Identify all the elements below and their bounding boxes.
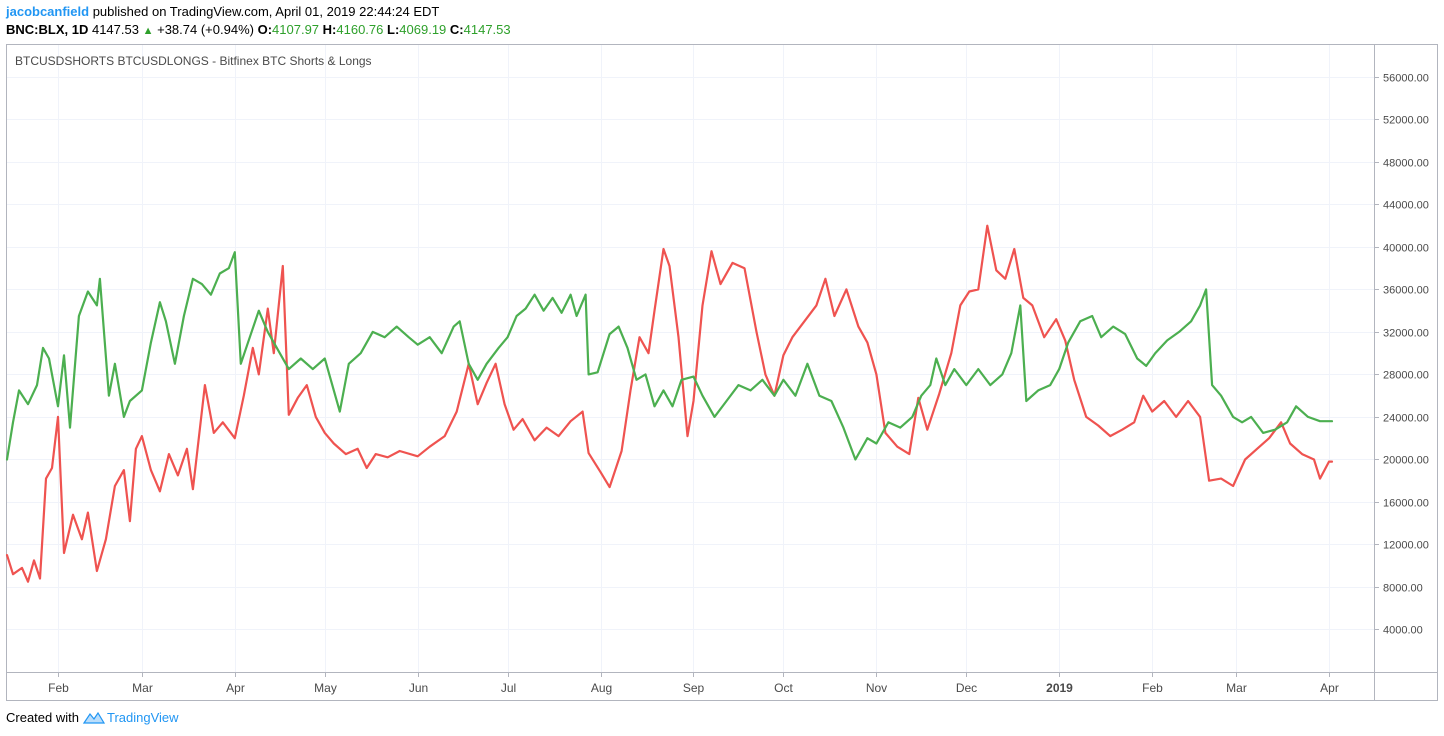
x-tick-label: Oct bbox=[774, 681, 793, 695]
y-tick-label: 24000.00 bbox=[1383, 413, 1429, 425]
y-tick-label: 52000.00 bbox=[1383, 115, 1429, 127]
high-label: H: bbox=[322, 22, 337, 37]
y-tick-label: 12000.00 bbox=[1383, 540, 1429, 552]
x-tick-label: Mar bbox=[132, 681, 153, 695]
y-tick-label: 44000.00 bbox=[1383, 200, 1429, 212]
chart-title: BTCUSDSHORTS BTCUSDLONGS - Bitfinex BTC … bbox=[15, 54, 372, 68]
open-label: O: bbox=[257, 22, 273, 37]
open-value: 4107.97 bbox=[272, 22, 320, 37]
time-axis[interactable]: Feb Mar Apr May Jun Jul Aug Sep Oct Nov Dec 2019 Feb… bbox=[48, 672, 1339, 695]
x-tick-label: Feb bbox=[1142, 681, 1163, 695]
x-tick-label: May bbox=[314, 681, 337, 695]
publish-info: jacobcanfield published on TradingView.c… bbox=[6, 4, 439, 20]
grid bbox=[7, 45, 1374, 672]
y-tick-label: 40000.00 bbox=[1383, 243, 1429, 255]
y-tick-label: 48000.00 bbox=[1383, 158, 1429, 170]
y-tick-label: 4000.00 bbox=[1383, 625, 1423, 637]
footer: Created with TradingView bbox=[6, 710, 179, 726]
low-value: 4069.19 bbox=[399, 22, 447, 37]
y-tick-label: 32000.00 bbox=[1383, 328, 1429, 340]
x-tick-label: Jun bbox=[409, 681, 428, 695]
y-tick-label: 56000.00 bbox=[1383, 73, 1429, 85]
series-line-1 bbox=[5, 224, 1334, 583]
tradingview-link[interactable]: TradingView bbox=[106, 710, 179, 725]
symbol-label: BNC:BLX, 1D bbox=[6, 22, 89, 37]
symbol-info: BNC:BLX, 1D 4147.53 ▲ +38.74 (+0.94%) O:… bbox=[6, 22, 511, 39]
x-tick-label: Apr bbox=[1320, 681, 1339, 695]
close-label: C: bbox=[449, 22, 464, 37]
y-tick-label: 20000.00 bbox=[1383, 455, 1429, 467]
y-tick-label: 8000.00 bbox=[1383, 583, 1423, 595]
price-change: +38.74 (+0.94%) bbox=[157, 22, 254, 37]
up-triangle-icon: ▲ bbox=[142, 25, 154, 37]
x-tick-label: Apr bbox=[226, 681, 245, 695]
x-tick-label: Aug bbox=[591, 681, 612, 695]
high-value: 4160.76 bbox=[336, 22, 384, 37]
series-line-2 bbox=[5, 251, 1334, 461]
y-tick-label: 28000.00 bbox=[1383, 370, 1429, 382]
x-tick-label: Dec bbox=[956, 681, 977, 695]
plot-frame bbox=[6, 44, 1438, 701]
published-text: published on TradingView.com, April 01, … bbox=[92, 4, 440, 19]
x-tick-label: Nov bbox=[866, 681, 887, 695]
author-link[interactable]: jacobcanfield bbox=[6, 4, 90, 19]
price-axis[interactable]: 4000.00 8000.00 12000.00 16000.00 20000.00 24… bbox=[1374, 73, 1429, 637]
x-tick-label: Feb bbox=[48, 681, 69, 695]
close-value: 4147.53 bbox=[463, 22, 511, 37]
low-label: L: bbox=[387, 22, 400, 37]
series-layer bbox=[5, 224, 1334, 583]
x-tick-label: Jul bbox=[501, 681, 516, 695]
last-price: 4147.53 bbox=[91, 22, 139, 37]
x-tick-label: Mar bbox=[1226, 681, 1247, 695]
y-tick-label: 36000.00 bbox=[1383, 285, 1429, 297]
x-tick-label: 2019 bbox=[1046, 681, 1073, 695]
tradingview-logo-icon bbox=[82, 711, 105, 724]
x-tick-label: Sep bbox=[683, 681, 705, 695]
created-with-label: Created with bbox=[6, 710, 79, 725]
y-tick-label: 16000.00 bbox=[1383, 498, 1429, 510]
